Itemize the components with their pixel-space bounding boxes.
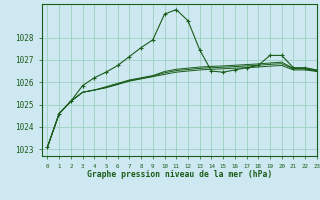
X-axis label: Graphe pression niveau de la mer (hPa): Graphe pression niveau de la mer (hPa) [87,170,272,179]
